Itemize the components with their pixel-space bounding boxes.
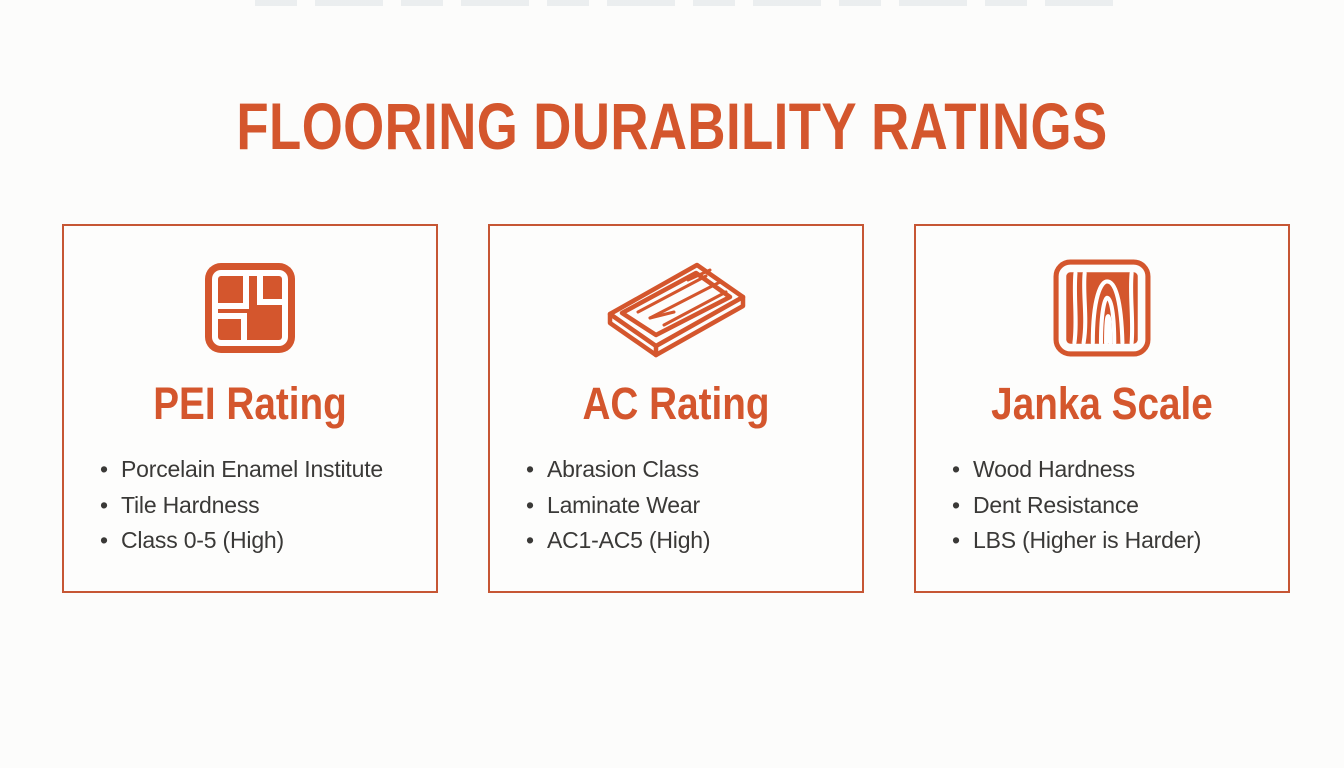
card-bullet-list: Wood Hardness Dent Resistance LBS (Highe… [916, 452, 1288, 559]
card-title: Janka Scale [991, 378, 1213, 429]
bullet-item: Dent Resistance [952, 488, 1280, 524]
card-bullet-list: Abrasion Class Laminate Wear AC1-AC5 (Hi… [490, 452, 862, 559]
tile-icon [64, 246, 436, 370]
bullet-item: Class 0-5 (High) [100, 523, 428, 559]
card-janka-scale: Janka Scale Wood Hardness Dent Resistanc… [914, 224, 1290, 593]
page-title: FLOORING DURABILITY RATINGS [236, 89, 1108, 163]
cropped-text-artifact [255, 0, 1123, 6]
bullet-item: Tile Hardness [100, 488, 428, 524]
bullet-item: Wood Hardness [952, 452, 1280, 488]
card-title: PEI Rating [153, 378, 347, 429]
bullet-item: Laminate Wear [526, 488, 854, 524]
card-ac-rating: AC Rating Abrasion Class Laminate Wear A… [488, 224, 864, 593]
bullet-item: Abrasion Class [526, 452, 854, 488]
bullet-item: LBS (Higher is Harder) [952, 523, 1280, 559]
cards-row: PEI Rating Porcelain Enamel Institute Ti… [62, 224, 1290, 593]
card-title: AC Rating [582, 378, 770, 429]
bullet-item: Porcelain Enamel Institute [100, 452, 428, 488]
card-pei-rating: PEI Rating Porcelain Enamel Institute Ti… [62, 224, 438, 593]
wood-grain-icon [916, 246, 1288, 370]
bullet-item: AC1-AC5 (High) [526, 523, 854, 559]
card-bullet-list: Porcelain Enamel Institute Tile Hardness… [64, 452, 436, 559]
laminate-plank-icon [490, 246, 862, 370]
